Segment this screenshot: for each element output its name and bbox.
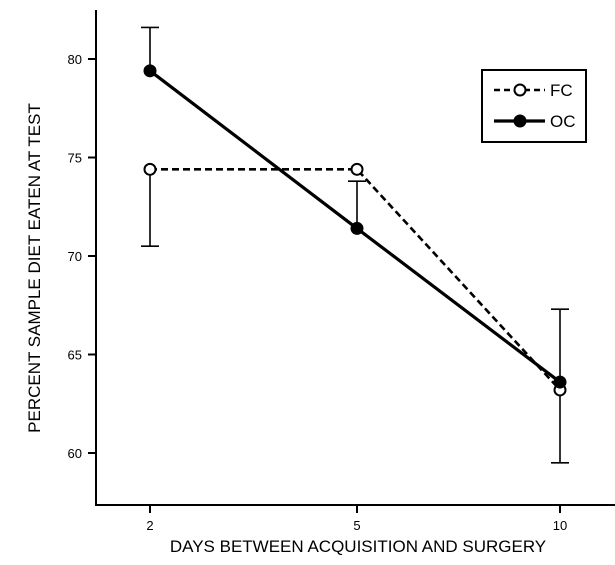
x-tick-label-2: 2: [146, 518, 153, 533]
legend-oc-marker: [513, 114, 527, 128]
error-bars-layer: [141, 26, 569, 464]
fc-point-5: [350, 162, 364, 176]
y-axis-title: PERCENT SAMPLE DIET EATEN AT TEST: [25, 103, 44, 433]
y-tick-label-75: 75: [68, 151, 82, 166]
y-tick-label-60: 60: [68, 446, 82, 461]
oc-point-5: [350, 221, 364, 235]
fc-point-2: [143, 162, 157, 176]
legend-fc-label: FC: [550, 81, 573, 100]
y-tick-label-70: 70: [68, 249, 82, 264]
x-ticks: 2 5 10: [146, 505, 567, 533]
x-axis-title: DAYS BETWEEN ACQUISITION AND SURGERY: [170, 537, 546, 556]
y-tick-label-65: 65: [68, 348, 82, 363]
legend-fc-marker: [513, 83, 527, 97]
legend: FC OC: [481, 69, 587, 143]
legend-oc-label: OC: [550, 112, 576, 131]
x-tick-label-10: 10: [553, 518, 567, 533]
oc-point-10: [553, 375, 567, 389]
legend-box: [481, 69, 587, 143]
y-ticks: 60 65 70 75 80: [68, 52, 96, 461]
markers-layer: [143, 64, 567, 397]
oc-point-2: [143, 64, 157, 78]
fc-series-line: [150, 168, 561, 391]
x-tick-label-5: 5: [353, 518, 360, 533]
axes-layer: 60 65 70 75 80 2 5 10 DAYS BETWEEN ACQUISITION…: [25, 10, 615, 556]
y-tick-label-80: 80: [68, 52, 82, 67]
